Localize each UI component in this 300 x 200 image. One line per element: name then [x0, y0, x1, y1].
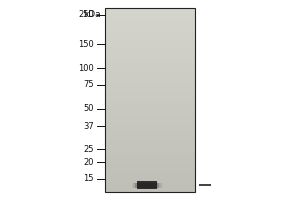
- Text: 25: 25: [83, 145, 94, 154]
- Bar: [105, 118, 195, 124]
- Bar: [105, 72, 195, 78]
- Text: 50: 50: [83, 104, 94, 113]
- Bar: [105, 169, 195, 175]
- Bar: [105, 31, 195, 37]
- Bar: [105, 137, 195, 142]
- Bar: [105, 109, 195, 115]
- Bar: [105, 17, 195, 23]
- Bar: [105, 95, 195, 101]
- Bar: [105, 13, 195, 18]
- Bar: [105, 141, 195, 147]
- Bar: [105, 8, 195, 14]
- Bar: [133, 183, 161, 188]
- Bar: [105, 132, 195, 138]
- Bar: [105, 91, 195, 96]
- Bar: [105, 114, 195, 119]
- Bar: [105, 63, 195, 69]
- Bar: [105, 45, 195, 50]
- Text: 15: 15: [83, 174, 94, 183]
- Bar: [105, 82, 195, 87]
- Bar: [105, 123, 195, 129]
- Bar: [105, 36, 195, 41]
- Bar: [105, 54, 195, 60]
- Bar: [105, 146, 195, 152]
- Bar: [105, 128, 195, 133]
- Bar: [105, 22, 195, 27]
- Text: 100: 100: [78, 64, 94, 73]
- Text: 250: 250: [78, 10, 94, 19]
- Bar: [105, 49, 195, 55]
- Text: 37: 37: [83, 122, 94, 131]
- Bar: [105, 86, 195, 92]
- Bar: [105, 160, 195, 165]
- Bar: [105, 26, 195, 32]
- Bar: [105, 164, 195, 170]
- Bar: [105, 100, 195, 106]
- Bar: [105, 105, 195, 110]
- Text: kDa: kDa: [83, 10, 101, 19]
- Bar: [105, 8, 195, 192]
- Bar: [105, 174, 195, 179]
- Bar: [135, 183, 160, 188]
- Bar: [105, 59, 195, 64]
- Bar: [105, 40, 195, 46]
- Bar: [105, 68, 195, 73]
- Bar: [105, 151, 195, 156]
- Text: 75: 75: [83, 80, 94, 89]
- Bar: [105, 178, 195, 184]
- Bar: [132, 183, 163, 188]
- Bar: [137, 181, 157, 189]
- Bar: [105, 183, 195, 188]
- Bar: [105, 187, 195, 193]
- Text: 20: 20: [83, 158, 94, 167]
- Text: 150: 150: [78, 40, 94, 49]
- Bar: [105, 77, 195, 83]
- Bar: [105, 155, 195, 161]
